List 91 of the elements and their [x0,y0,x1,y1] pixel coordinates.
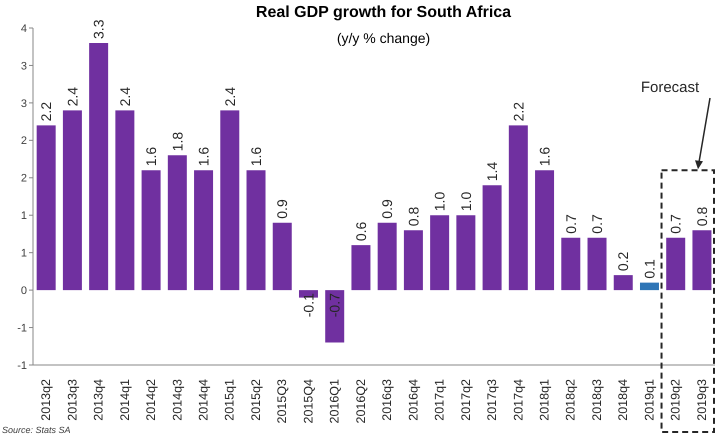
y-tick-label: 3 [20,60,27,72]
data-label: 2.4 [64,86,80,106]
bar [168,155,187,290]
data-label: 0.9 [379,199,396,219]
x-tick-label: 2014q1 [118,378,132,421]
bar [142,170,161,290]
x-tick-label: 2013q4 [92,378,106,421]
data-label: 2.4 [116,86,133,106]
bar [561,238,580,290]
x-tick-label: 2015q1 [222,378,237,421]
data-label: 1.6 [196,146,212,166]
data-label: 0.1 [641,258,658,279]
bar [351,245,370,290]
x-tick-label: 2018q3 [590,378,604,421]
x-tick-label: 2014q2 [144,378,158,421]
data-label: 3.3 [90,19,107,39]
bar [246,170,266,290]
bar [272,222,292,290]
data-label: 0.2 [615,251,632,272]
bar [89,42,108,290]
x-tick-label: 2016Q1 [328,378,342,424]
x-tick-label: 2017q1 [432,378,447,421]
bar [404,230,423,290]
y-tick-label: -1 [17,360,27,372]
x-tick-label: 2013q2 [39,378,54,421]
bar [535,170,554,290]
bar [456,215,476,290]
bar [614,275,633,290]
bar [430,215,450,290]
bar [115,110,134,290]
bar [588,238,607,290]
x-tick-label: 2017q4 [511,378,526,421]
data-label: -0.1 [300,292,316,318]
data-label: 0.7 [589,214,606,234]
source-note: Source: Stats SA [2,425,71,435]
x-tick-label: 2016Q2 [354,378,368,424]
annotation: Forecast [640,79,700,96]
bar [508,125,528,290]
y-tick-label: 1 [20,210,27,222]
chart-subtitle: (y/y % change) [336,30,430,46]
x-tick-label: 2019q1 [642,378,656,421]
bar [482,185,502,290]
data-label: 2.4 [222,86,238,106]
bar [692,230,712,290]
data-label: 0.8 [405,206,422,226]
x-tick-label: 2015q2 [248,378,263,421]
data-label: 0.8 [694,206,710,226]
y-tick-label: -1 [17,322,27,334]
bar [36,125,56,290]
x-tick-label: 2017q3 [485,378,500,421]
x-tick-label: 2015Q3 [275,378,290,424]
bar [640,282,659,290]
data-label: -0.7 [326,292,343,318]
data-label: 2.2 [510,102,526,122]
x-tick-label: 2015Q4 [301,378,316,424]
data-label: 1.4 [484,162,500,182]
bar [194,170,214,290]
data-label: 2.2 [38,102,54,122]
data-label: 1.8 [169,132,186,152]
y-tick-label: 4 [20,22,27,35]
x-tick-label: 2019q3 [694,378,709,421]
bar [378,222,397,290]
x-tick-label: 2014q3 [170,378,184,421]
bar [325,290,344,343]
x-tick-label: 2018q2 [564,378,578,421]
data-label: 0.9 [274,199,290,219]
chart-title: Real GDP growth for South Africa [256,4,512,21]
bar [62,110,82,290]
data-label: 1.6 [248,146,264,166]
x-tick-label: 2017q2 [458,378,473,421]
x-tick-label: 2013q3 [65,378,80,421]
x-tick-label: 2016q4 [406,378,420,421]
data-label: 0.7 [562,214,579,234]
x-tick-label: 2018q4 [616,378,630,421]
y-tick-label: 1 [20,248,27,260]
x-tick-label: 2019q2 [668,378,683,421]
data-label: 1.6 [536,146,553,166]
x-tick-label: 2018q1 [538,378,552,421]
y-tick-label: 0 [20,285,27,298]
data-label: 1.6 [143,146,160,166]
data-label: 0.6 [352,222,369,242]
y-tick-label: 3 [20,98,27,110]
bar [666,238,686,290]
data-label: 1.0 [458,192,474,212]
data-label: 1.0 [432,192,448,212]
x-tick-label: 2014q4 [196,378,210,421]
data-label: 0.7 [668,214,684,234]
bar [220,110,240,290]
y-tick-label: 2 [20,135,27,148]
y-tick-label: 2 [20,172,27,185]
x-tick-label: 2016q3 [380,378,394,421]
